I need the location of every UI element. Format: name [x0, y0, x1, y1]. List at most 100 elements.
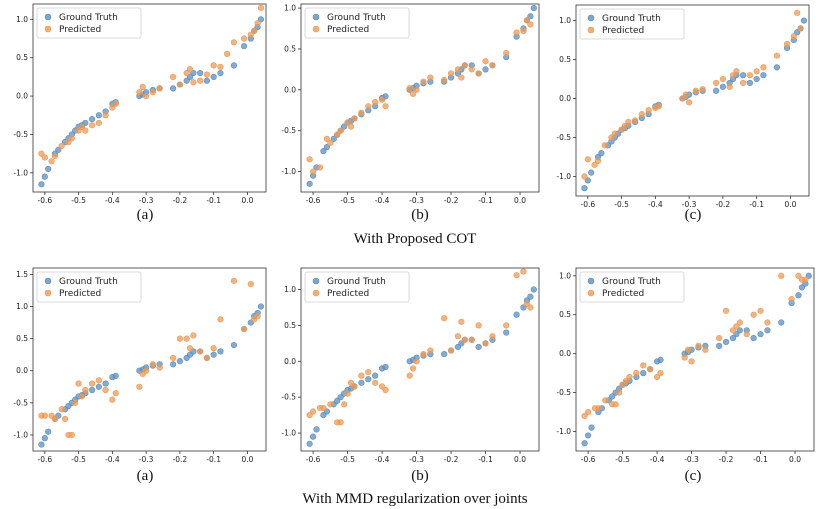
predicted-point	[75, 380, 82, 387]
x-tick-label: 0.0	[241, 196, 253, 205]
x-tick-label: -0.5	[615, 455, 630, 464]
predicted-point	[358, 109, 365, 116]
predicted-point	[102, 112, 109, 119]
y-tick-label: 0.0	[16, 92, 28, 101]
ground-truth-point	[640, 370, 647, 377]
predicted-point	[247, 31, 254, 38]
ground-truth-point	[257, 16, 265, 23]
predicted-point	[109, 396, 116, 403]
predicted-point	[61, 415, 69, 422]
ground-truth-legend-label: Ground Truth	[602, 14, 661, 24]
predicted-legend-marker	[587, 289, 595, 297]
x-tick-label: -0.4	[105, 455, 120, 464]
predicted-point	[203, 354, 211, 361]
predicted-point	[458, 318, 465, 325]
predicted-point	[645, 107, 652, 114]
y-tick-label: -0.5	[556, 388, 571, 397]
predicted-point	[647, 366, 654, 373]
ground-truth-point	[527, 13, 534, 20]
scatter-panel-2: -0.6 -0.5 -0.4 -0.3 -0.2 -0.1 0.0 -1.0 -0.5 0.0 0.…	[556, 4, 810, 209]
ground-truth-point	[740, 72, 747, 79]
x-tick-label: -0.6	[306, 196, 321, 205]
predicted-point	[143, 92, 150, 100]
ground-truth-point	[719, 83, 726, 90]
x-tick-label: -0.4	[375, 455, 390, 464]
subplot-label-row1-a: (a)	[137, 207, 154, 223]
y-tick-label: 1.0	[16, 302, 28, 311]
predicted-point	[489, 62, 496, 69]
predicted-point	[112, 100, 119, 107]
x-tick-label: -0.4	[650, 455, 665, 464]
ground-truth-point	[773, 64, 781, 71]
predicted-point	[608, 134, 615, 141]
ground-truth-point	[82, 119, 89, 127]
x-tick-label: -0.1	[206, 455, 221, 464]
predicted-point	[51, 415, 59, 422]
predicted-point	[75, 127, 82, 134]
x-tick-label: 0.0	[789, 455, 801, 464]
ground-truth-point	[313, 426, 320, 433]
predicted-point	[699, 86, 706, 93]
predicted-point	[410, 90, 417, 98]
y-tick-label: -1.0	[556, 427, 571, 436]
predicted-point	[186, 345, 194, 352]
predicted-point	[653, 373, 661, 381]
predicted-point	[95, 119, 102, 127]
predicted-point	[68, 135, 75, 142]
predicted-point	[38, 150, 45, 157]
ground-truth-point	[341, 123, 348, 130]
ground-truth-point	[503, 329, 510, 336]
x-tick-label: -0.6	[306, 455, 321, 464]
predicted-point	[413, 358, 420, 365]
predicted-point	[427, 347, 434, 354]
predicted-point	[420, 351, 427, 358]
predicted-point	[78, 123, 86, 130]
y-tick-label: -1.0	[13, 168, 28, 177]
predicted-point	[719, 75, 726, 83]
predicted-point	[95, 377, 102, 384]
predicted-legend-marker	[312, 25, 320, 33]
predicted-point	[254, 20, 261, 27]
predicted-point	[794, 9, 801, 16]
predicted-point	[156, 85, 163, 92]
predicted-point	[65, 139, 72, 146]
predicted-point	[461, 62, 468, 69]
y-tick-label: 0.0	[559, 94, 571, 103]
ground-truth-legend-marker	[587, 14, 595, 22]
ground-truth-point	[729, 334, 737, 342]
predicted-point	[82, 386, 89, 394]
y-tick-label: 1.0	[284, 4, 296, 13]
row2-title: With MMD regularization over joints	[302, 491, 527, 507]
predicted-point	[441, 315, 448, 322]
predicted-point	[347, 123, 355, 130]
predicted-point	[217, 316, 224, 323]
predicted-point	[753, 68, 760, 75]
predicted-point	[461, 336, 468, 343]
predicted-point	[790, 33, 797, 40]
ground-truth-point	[657, 356, 664, 363]
x-tick-label: -0.4	[648, 200, 663, 209]
y-tick-label: -1.0	[556, 172, 571, 181]
x-tick-label: -0.6	[37, 196, 52, 205]
ground-truth-point	[88, 386, 96, 394]
predicted-point	[454, 333, 462, 340]
ground-truth-point	[482, 66, 489, 73]
predicted-point	[358, 372, 365, 379]
predicted-point	[68, 431, 75, 439]
predicted-point	[334, 131, 341, 138]
predicted-point	[778, 272, 785, 279]
y-tick-label: -0.5	[281, 393, 296, 402]
predicted-point	[626, 373, 633, 381]
legend: Ground Truth Predicted	[304, 7, 410, 39]
predicted-point	[750, 311, 757, 318]
subplot-label-row1-b: (b)	[411, 207, 429, 223]
ground-truth-point	[513, 311, 520, 318]
predicted-point	[341, 401, 348, 408]
ground-truth-point	[598, 150, 605, 157]
subplot-label-row2-b: (b)	[411, 468, 429, 484]
ground-truth-point	[475, 343, 482, 351]
predicted-legend-label: Predicted	[602, 289, 644, 299]
predicted-point	[611, 130, 618, 137]
ground-truth-point	[588, 169, 595, 176]
predicted-point	[136, 383, 143, 390]
